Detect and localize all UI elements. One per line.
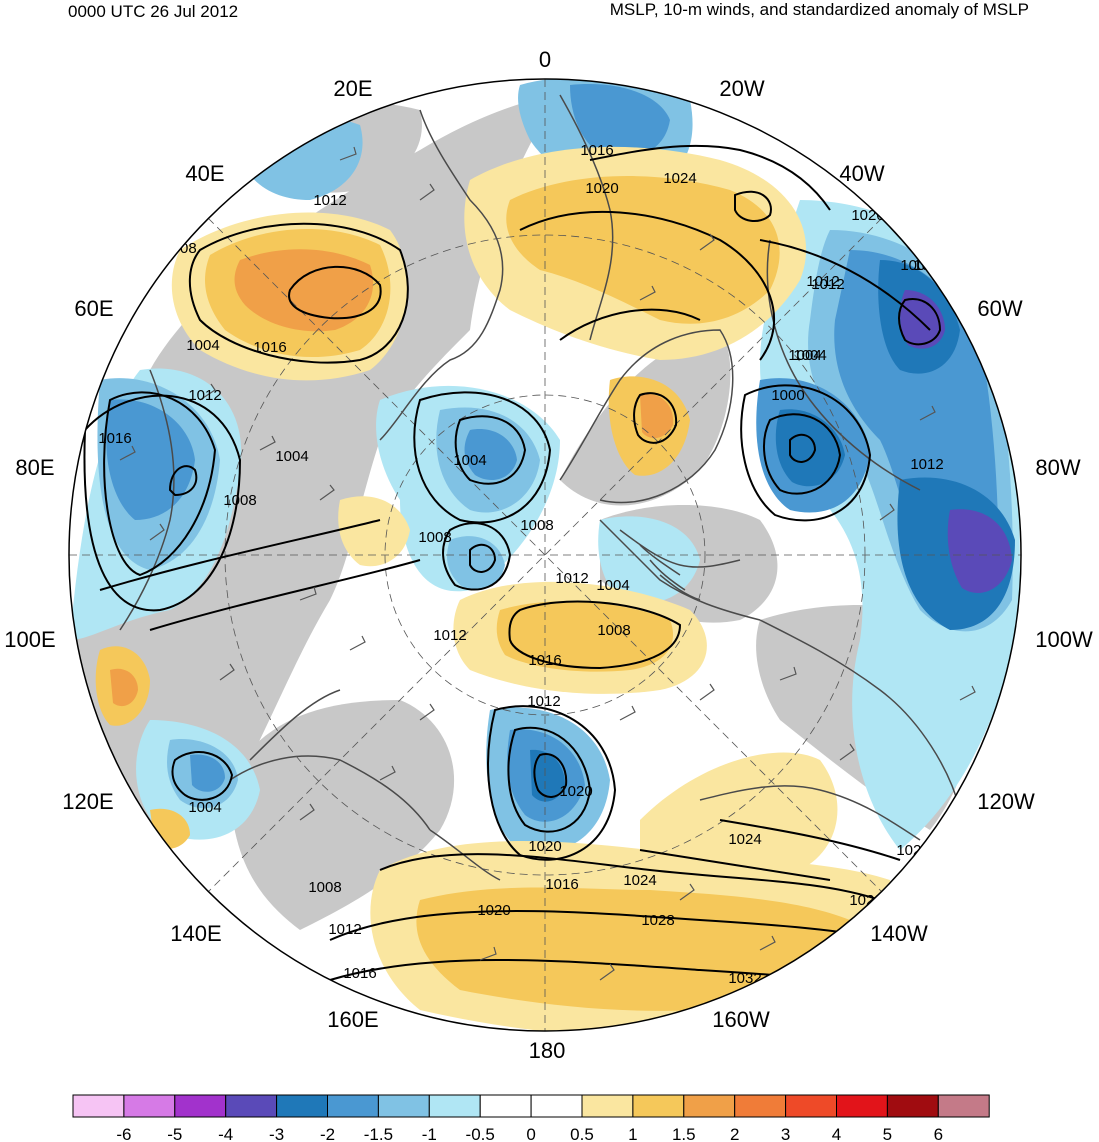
longitude-label: 140W: [870, 921, 928, 946]
colorbar-tick-label: 0: [526, 1125, 535, 1142]
colorbar-bin: [428, 1094, 481, 1118]
isobar-label: 1004: [596, 577, 629, 594]
map-border: [68, 78, 1022, 1032]
isobar-label: 1012: [811, 276, 844, 293]
longitude-label: 160W: [712, 1007, 770, 1032]
colorbar-bin: [581, 1094, 634, 1118]
longitude-label: 100W: [1035, 627, 1093, 652]
isobar-label: 1012: [313, 192, 346, 209]
colorbar-bin: [937, 1094, 990, 1118]
longitude-label: 60E: [74, 296, 113, 321]
colorbar-bin: [886, 1094, 939, 1118]
colorbar-bin: [377, 1094, 430, 1118]
isobar-label: 1012: [806, 273, 839, 290]
isobar-label: 1008: [418, 529, 451, 546]
colorbar-tick-label: 2: [730, 1125, 739, 1142]
colorbar-tick-label: -0.5: [466, 1125, 495, 1142]
isobar-label: 1024: [623, 872, 656, 889]
colorbar-bin: [276, 1094, 329, 1118]
isobar-label: 1016: [580, 142, 613, 159]
longitude-label: 100E: [4, 627, 55, 652]
colorbar-tick-label: 3: [781, 1125, 790, 1142]
colorbar-tick-label: -1: [422, 1125, 437, 1142]
longitude-label: 40W: [839, 161, 884, 186]
colorbar-bin: [632, 1094, 685, 1118]
isobar-label: 1012: [433, 627, 466, 644]
valid-time-label: 0000 UTC 26 Jul 2012: [68, 2, 239, 21]
isobar-label: 1004: [275, 448, 308, 465]
longitude-label: 20E: [333, 76, 372, 101]
colorbar-bin: [123, 1094, 176, 1118]
longitude-label: 60W: [977, 296, 1022, 321]
isobar-label: 1012: [188, 387, 221, 404]
longitude-label: 80W: [1035, 455, 1080, 480]
colorbar-tick-label: 0.5: [570, 1125, 594, 1142]
colorbar-tick-label: -3: [269, 1125, 284, 1142]
isobar-label: 1016: [253, 339, 286, 356]
colorbar-tick-label: -5: [167, 1125, 182, 1142]
isobar-label: 1008: [223, 492, 256, 509]
product-title: MSLP, 10-m winds, and standardized anoma…: [609, 0, 1029, 19]
colorbar-tick-label: 1: [628, 1125, 637, 1142]
isobar-label: 1016: [343, 965, 376, 982]
isobar-label: 1004: [793, 347, 826, 364]
isobar-label: 1008: [520, 517, 553, 534]
colorbar-tick-label: -4: [218, 1125, 233, 1142]
colorbar-bin: [479, 1094, 532, 1118]
longitude-label: 0: [539, 47, 551, 72]
isobar-label: 1012: [328, 921, 361, 938]
isobar-label: 1024: [728, 831, 761, 848]
longitude-label: 180: [529, 1038, 566, 1063]
isobar-label: 1016: [528, 652, 561, 669]
isobar-label: 1004: [186, 337, 219, 354]
colorbar-bin: [174, 1094, 227, 1118]
isobar-label: 1016: [545, 876, 578, 893]
longitude-label: 120W: [977, 789, 1035, 814]
isobar-label: 1000: [771, 387, 804, 404]
isobar-label: 1008: [597, 622, 630, 639]
colorbar-tick-label: 5: [883, 1125, 892, 1142]
colorbar-bin: [327, 1094, 379, 1118]
isobar-label: 1004: [188, 799, 221, 816]
positive-anomaly-regions: [95, 146, 893, 1031]
longitude-labels: 0 20W 40W 60W 80W 100W 120W 140W 160W 180 160E 140E…: [4, 47, 1093, 1063]
colorbar-tick-label: 4: [832, 1125, 841, 1142]
colorbar-bin: [683, 1094, 736, 1118]
longitude-label: 160E: [327, 1007, 378, 1032]
colorbar-tick-label: -2: [320, 1125, 335, 1142]
graticule: [69, 79, 1021, 1031]
longitude-label: 140E: [170, 921, 221, 946]
isobar-label: 1012: [555, 570, 588, 587]
isobar-label: 1020: [585, 180, 618, 197]
isobar-label: 1020: [477, 902, 510, 919]
longitude-label: 40E: [185, 161, 224, 186]
colorbar-tick-label: 6: [934, 1125, 943, 1142]
colorbar-tick-label: -1.5: [364, 1125, 393, 1142]
colorbar-bin: [734, 1094, 787, 1118]
colorbar-bin: [836, 1094, 888, 1118]
isobar-label: 1012: [910, 456, 943, 473]
colorbar-bin: [225, 1094, 278, 1118]
isobar-label: 1028: [641, 912, 674, 929]
isobar-label: 1004: [453, 452, 486, 469]
longitude-label: 20W: [719, 76, 764, 101]
colorbar-bin: [530, 1094, 583, 1118]
isobar-label: 1016: [98, 430, 131, 447]
colorbar-bin: [785, 1094, 837, 1118]
isobar-label: 1012: [527, 693, 560, 710]
isobar-label: 1004: [788, 347, 821, 364]
colorbar-bin: [72, 1094, 125, 1118]
isobar-label: 1020: [559, 783, 592, 800]
isobar-label: 1024: [663, 170, 696, 187]
isobar-contours: [83, 144, 942, 986]
isobar-label: 1020: [528, 838, 561, 855]
wind-barbs: [119, 146, 976, 981]
isobar-label: 1008: [308, 879, 341, 896]
longitude-label: 80E: [15, 455, 54, 480]
colorbar-tick-label: -6: [116, 1125, 131, 1142]
longitude-label: 120E: [62, 789, 113, 814]
colorbar-tick-label: 1.5: [672, 1125, 696, 1142]
